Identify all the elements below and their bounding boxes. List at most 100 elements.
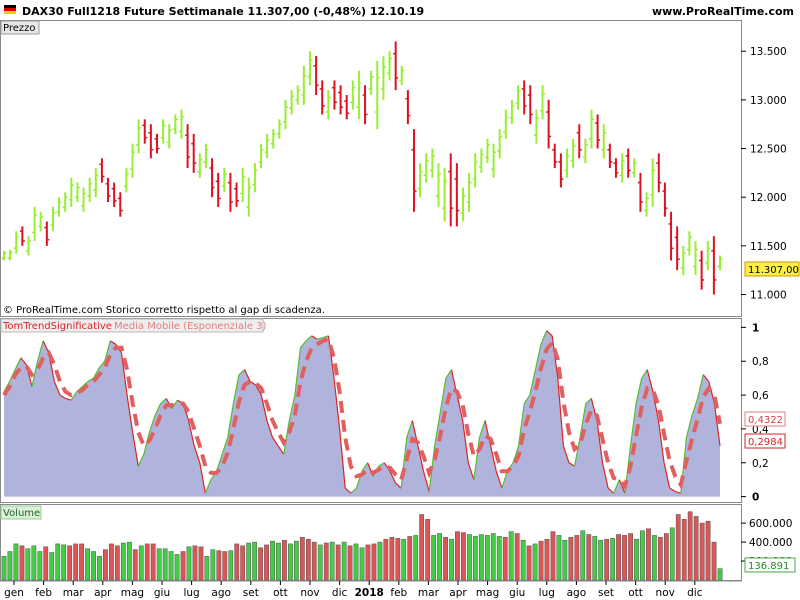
price-axis: 13.500 13.000 12.500 12.000 11.500 11.000 (741, 46, 787, 302)
price-panel (0, 20, 742, 317)
time-tick-label: gen (4, 587, 24, 599)
time-tick-label: set (243, 587, 259, 599)
site-url[interactable]: www.ProRealTime.com (652, 5, 794, 18)
price-bar (680, 245, 686, 276)
volume-bar (669, 527, 675, 581)
price-bar (435, 163, 441, 207)
indicator-segment (635, 378, 643, 404)
volume-bar (443, 537, 448, 581)
indicator-segment (98, 360, 106, 369)
price-bar (527, 85, 533, 125)
volume-bar (675, 514, 681, 581)
volume-bar (234, 543, 240, 581)
volume-bar (502, 537, 508, 581)
volume-bar (323, 542, 329, 581)
indicator-segment (445, 369, 453, 379)
indicator-segment (607, 487, 615, 494)
price-tick-label: 13.500 (750, 46, 787, 58)
price-bar (197, 153, 203, 178)
indicator-segment (148, 415, 156, 433)
indicator-segment (685, 415, 693, 438)
price-bar (546, 99, 552, 149)
volume-bar (1, 556, 7, 581)
indicator-tick-label: 0,8 (752, 356, 769, 368)
volume-bar (574, 535, 580, 581)
volume-bar (192, 545, 198, 581)
indicator-segment (311, 335, 318, 340)
time-tick-label: ott (273, 587, 288, 599)
price-bar (191, 133, 197, 173)
indicator-segment (534, 344, 542, 370)
indicator-segment (31, 361, 39, 387)
price-bar (338, 85, 344, 115)
price-bar (74, 182, 80, 203)
volume-bar (604, 538, 610, 581)
price-bar (344, 95, 350, 120)
volume-bar (544, 538, 550, 581)
price-bar (13, 231, 19, 254)
volume-bar (580, 530, 586, 581)
volume-bar (246, 542, 252, 581)
time-tick-label: apr (94, 587, 112, 599)
volume-bar (526, 545, 532, 581)
volume-bar (329, 541, 335, 581)
indicator-segment (596, 420, 604, 463)
volume-bar (162, 548, 168, 581)
indicator-segment (573, 437, 581, 467)
indicator-segment (495, 471, 503, 489)
price-bar (686, 231, 692, 256)
volume-bar (437, 533, 442, 581)
indicator-segment (490, 445, 497, 472)
price-bar (246, 177, 252, 217)
price-bar (62, 192, 68, 212)
indicator-segment (389, 470, 397, 484)
volume-bar (508, 531, 514, 581)
price-bar (650, 158, 656, 207)
price-bar (295, 85, 301, 105)
volume-bar (73, 543, 79, 581)
volume-label-box (0, 505, 42, 520)
volume-bar (562, 539, 568, 581)
volume-bar (705, 520, 711, 581)
price-bar (558, 153, 564, 188)
volume-bar (634, 538, 639, 581)
price-bar (301, 65, 307, 105)
price-bar (289, 90, 295, 115)
time-tick-label: ott (628, 587, 643, 599)
indicator-area (4, 330, 720, 497)
volume-series (1, 511, 723, 581)
indicator-segment (467, 462, 475, 480)
indicator-segment (697, 374, 704, 399)
volume-bar (419, 514, 425, 581)
indicator-segment (383, 462, 391, 472)
price-bar (7, 249, 13, 261)
volume-bar (240, 545, 246, 581)
time-tick-label: giu (154, 587, 170, 599)
volume-bar (335, 544, 341, 581)
price-bar (582, 138, 588, 164)
price-bar (380, 56, 386, 100)
volume-bar (693, 516, 699, 581)
volume-bar (377, 541, 383, 581)
price-label: Prezzo (3, 23, 36, 34)
volume-tick-label: 600.000 (749, 518, 792, 530)
indicator-segment (81, 381, 89, 388)
price-bar (607, 143, 613, 168)
price-tick-label: 11.000 (750, 290, 787, 302)
price-bar (93, 168, 99, 198)
price-bar (699, 250, 705, 290)
volume-bar (258, 547, 263, 581)
indicator-segment (227, 403, 234, 438)
price-bar (631, 158, 637, 178)
volume-bar (216, 550, 222, 581)
indicator-segment (154, 403, 162, 416)
indicator-segment (585, 398, 592, 404)
indicator-segment (512, 445, 520, 463)
indicator-segment (439, 378, 447, 413)
indicator-segment (675, 490, 682, 494)
price-bar (625, 148, 631, 178)
volume-bar (568, 537, 574, 581)
indicator-segment (546, 330, 553, 337)
price-bar (705, 241, 711, 271)
price-bar (619, 153, 625, 183)
